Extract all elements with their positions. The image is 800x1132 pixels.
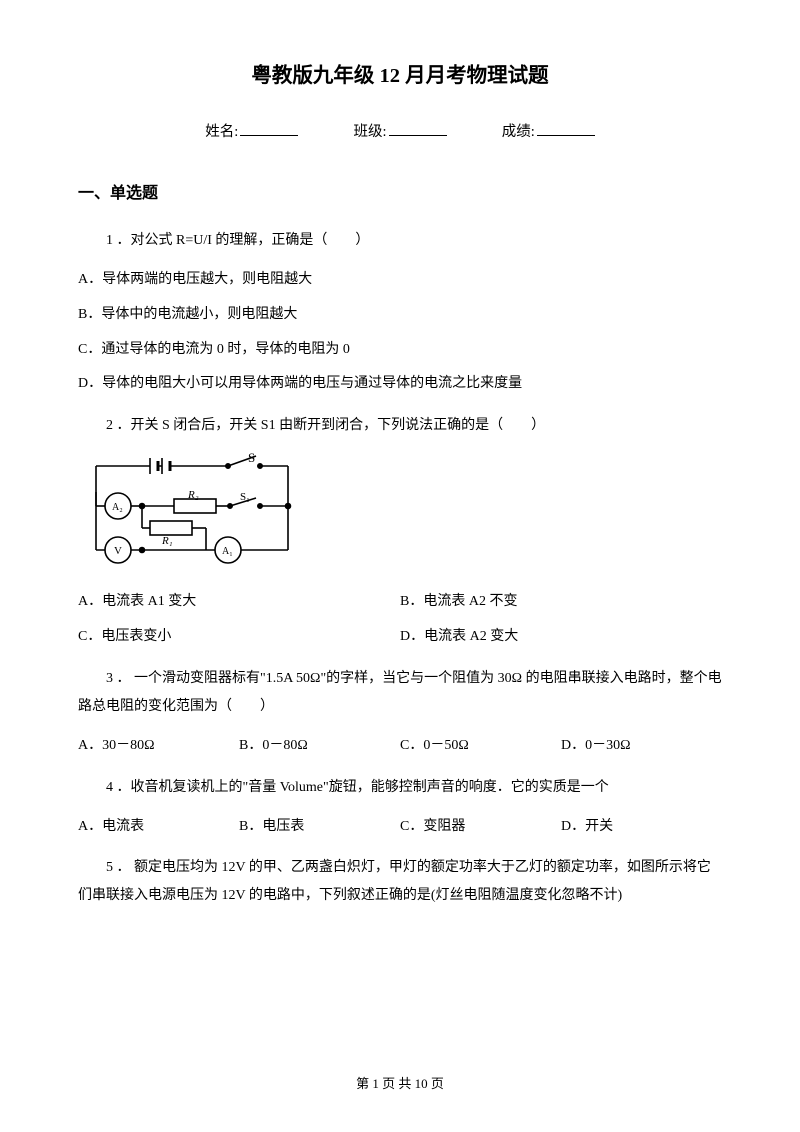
circuit-diagram: S A₂ R₂ S₁ R₁ A₁ V (78, 450, 722, 573)
label-a1: A₁ (222, 546, 233, 557)
q3-stem: 3 ． 一个滑动变阻器标有"1.5A 50Ω"的字样，当它与一个阻值为 30Ω … (78, 665, 722, 721)
q2-option-d: D．电流表 A2 变大 (400, 622, 722, 653)
label-v: V (114, 545, 122, 557)
score-label: 成绩: (502, 124, 535, 140)
q2-option-b: B．电流表 A2 不变 (400, 587, 722, 618)
class-blank (389, 121, 447, 136)
page-title: 粤教版九年级 12 月月考物理试题 (78, 58, 722, 88)
label-r1: R₁ (161, 535, 173, 547)
q5-stem: 5 ． 额定电压均为 12V 的甲、乙两盏白炽灯，甲灯的额定功率大于乙灯的额定功… (78, 854, 722, 910)
q1-option-d: D．导体的电阻大小可以用导体两端的电压与通过导体的电流之比来度量 (78, 369, 722, 400)
score-blank (537, 121, 595, 136)
label-a2: A₂ (112, 502, 123, 513)
question-4: 4 ．收音机复读机上的"音量 Volume"旋钮，能够控制声音的响度．它的实质是… (78, 774, 722, 843)
label-r2: R₂ (187, 489, 199, 501)
q4-option-b: B．电压表 (239, 812, 400, 843)
q2-option-c: C．电压表变小 (78, 622, 400, 653)
q1-stem: 1 ．对公式 R=U/I 的理解，正确是（ ） (78, 227, 722, 255)
page-footer: 第 1 页 共 10 页 (0, 1073, 800, 1092)
circuit-svg: S A₂ R₂ S₁ R₁ A₁ V (78, 450, 303, 568)
question-3: 3 ． 一个滑动变阻器标有"1.5A 50Ω"的字样，当它与一个阻值为 30Ω … (78, 665, 722, 762)
name-label: 姓名: (205, 124, 238, 140)
q2-stem: 2 ．开关 S 闭合后，开关 S1 由断开到闭合，下列说法正确的是（ ） (78, 412, 722, 440)
q4-option-c: C．变阻器 (400, 812, 561, 843)
q2-option-a: A．电流表 A1 变大 (78, 587, 400, 618)
section-1-heading: 一、单选题 (78, 179, 722, 203)
q4-stem: 4 ．收音机复读机上的"音量 Volume"旋钮，能够控制声音的响度．它的实质是… (78, 774, 722, 802)
student-info-line: 姓名: 班级: 成绩: (78, 120, 722, 141)
q4-option-d: D．开关 (561, 812, 722, 843)
question-2: 2 ．开关 S 闭合后，开关 S1 由断开到闭合，下列说法正确的是（ ） (78, 412, 722, 653)
q4-option-a: A．电流表 (78, 812, 239, 843)
question-1: 1 ．对公式 R=U/I 的理解，正确是（ ） A．导体两端的电压越大，则电阻越… (78, 227, 722, 400)
q1-option-a: A．导体两端的电压越大，则电阻越大 (78, 265, 722, 296)
q3-option-a: A．30－80Ω (78, 731, 239, 762)
q1-option-c: C．通过导体的电流为 0 时，导体的电阻为 0 (78, 335, 722, 366)
q3-option-b: B．0－80Ω (239, 731, 400, 762)
label-s1: S₁ (240, 491, 250, 503)
q1-option-b: B．导体中的电流越小，则电阻越大 (78, 300, 722, 331)
label-s: S (248, 450, 255, 465)
q3-option-c: C．0－50Ω (400, 731, 561, 762)
name-blank (240, 121, 298, 136)
q3-option-d: D．0－30Ω (561, 731, 722, 762)
question-5: 5 ． 额定电压均为 12V 的甲、乙两盏白炽灯，甲灯的额定功率大于乙灯的额定功… (78, 854, 722, 910)
class-label: 班级: (353, 124, 386, 140)
